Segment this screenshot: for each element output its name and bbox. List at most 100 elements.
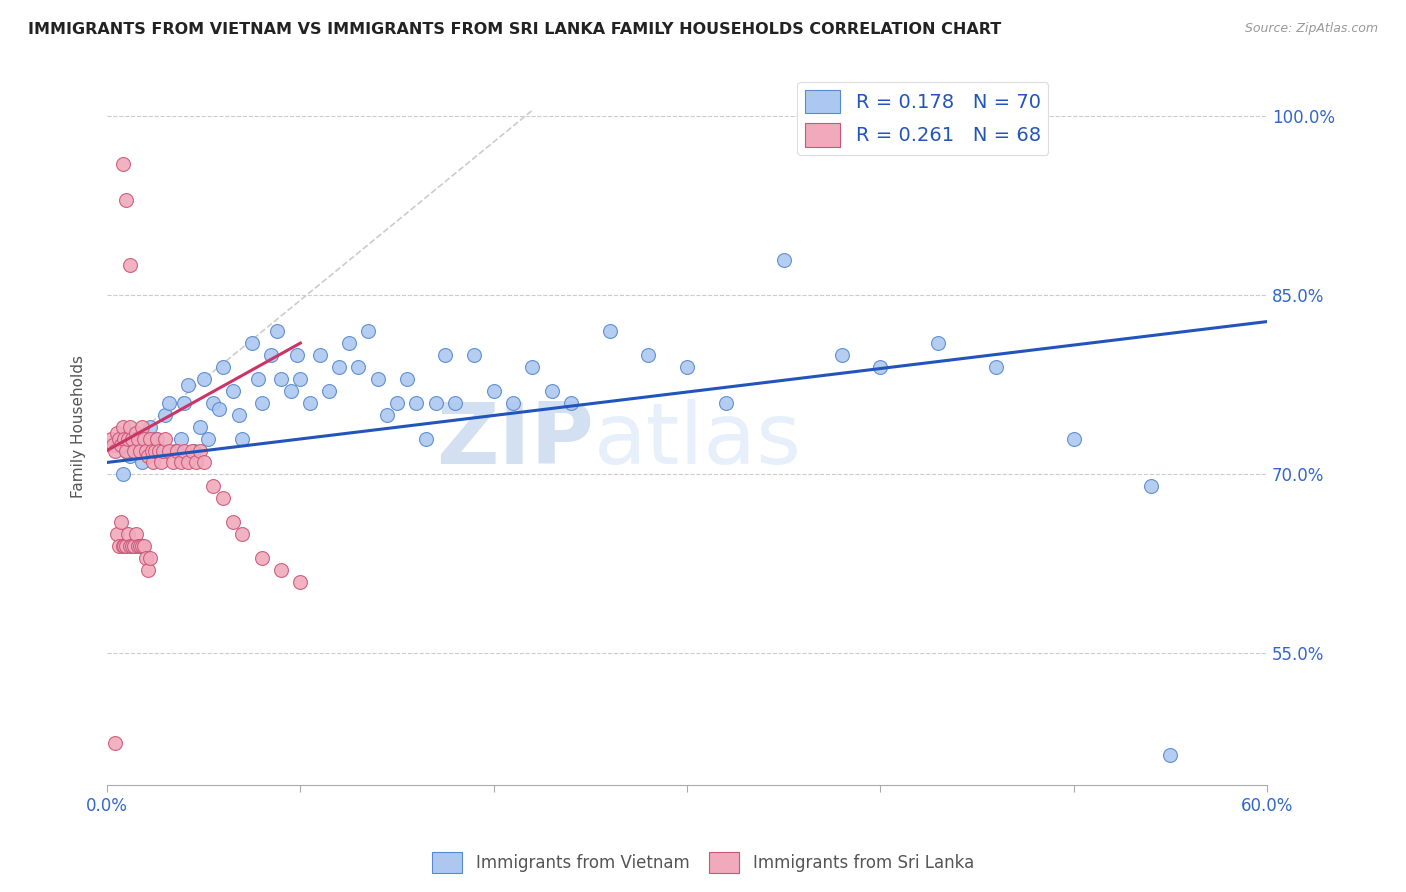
- Text: IMMIGRANTS FROM VIETNAM VS IMMIGRANTS FROM SRI LANKA FAMILY HOUSEHOLDS CORRELATI: IMMIGRANTS FROM VIETNAM VS IMMIGRANTS FR…: [28, 22, 1001, 37]
- Legend: R = 0.178   N = 70, R = 0.261   N = 68: R = 0.178 N = 70, R = 0.261 N = 68: [797, 82, 1049, 154]
- Point: [290, 574, 312, 589]
- Point: [285, 348, 308, 362]
- Point: [222, 384, 245, 398]
- Point: [184, 455, 207, 469]
- Point: [299, 396, 322, 410]
- Point: [266, 324, 288, 338]
- Point: [135, 437, 157, 451]
- Point: [121, 432, 143, 446]
- Point: [318, 384, 340, 398]
- Point: [560, 396, 582, 410]
- Point: [150, 455, 173, 469]
- Point: [166, 443, 188, 458]
- Point: [240, 336, 263, 351]
- Point: [115, 193, 138, 207]
- Point: [153, 408, 176, 422]
- Point: [193, 372, 215, 386]
- Point: [117, 432, 139, 446]
- Point: [100, 432, 122, 446]
- Point: [148, 443, 170, 458]
- Point: [181, 443, 204, 458]
- Point: [425, 396, 447, 410]
- Point: [127, 432, 149, 446]
- Point: [385, 396, 408, 410]
- Point: [280, 384, 302, 398]
- Point: [157, 396, 180, 410]
- Point: [869, 359, 891, 374]
- Point: [104, 736, 127, 750]
- Point: [146, 432, 169, 446]
- Point: [153, 432, 176, 446]
- Point: [131, 419, 153, 434]
- Point: [202, 479, 225, 493]
- Point: [337, 336, 360, 351]
- Point: [1140, 479, 1163, 493]
- Point: [228, 408, 250, 422]
- Point: [202, 396, 225, 410]
- Point: [110, 437, 132, 451]
- Point: [177, 455, 200, 469]
- Point: [637, 348, 659, 362]
- Point: [1159, 747, 1181, 762]
- Point: [120, 259, 142, 273]
- Point: [163, 443, 186, 458]
- Point: [395, 372, 418, 386]
- Point: [246, 372, 269, 386]
- Point: [405, 396, 427, 410]
- Point: [308, 348, 330, 362]
- Point: [169, 455, 191, 469]
- Point: [714, 396, 737, 410]
- Point: [115, 539, 138, 553]
- Legend: Immigrants from Vietnam, Immigrants from Sri Lanka: Immigrants from Vietnam, Immigrants from…: [426, 846, 980, 880]
- Point: [415, 432, 437, 446]
- Point: [522, 359, 544, 374]
- Point: [136, 563, 159, 577]
- Point: [1063, 432, 1085, 446]
- Point: [599, 324, 621, 338]
- Point: [129, 443, 152, 458]
- Point: [138, 419, 160, 434]
- Point: [250, 396, 273, 410]
- Point: [162, 455, 184, 469]
- Text: ZIP: ZIP: [436, 400, 595, 483]
- Point: [107, 539, 129, 553]
- Point: [101, 437, 124, 451]
- Point: [328, 359, 350, 374]
- Point: [111, 157, 134, 171]
- Point: [831, 348, 853, 362]
- Point: [131, 539, 153, 553]
- Point: [482, 384, 505, 398]
- Point: [115, 443, 138, 458]
- Point: [157, 443, 180, 458]
- Point: [105, 425, 128, 440]
- Point: [212, 359, 235, 374]
- Point: [105, 437, 128, 451]
- Point: [676, 359, 699, 374]
- Point: [290, 372, 312, 386]
- Point: [121, 539, 143, 553]
- Point: [434, 348, 457, 362]
- Point: [193, 455, 215, 469]
- Point: [197, 432, 219, 446]
- Point: [111, 419, 134, 434]
- Point: [125, 432, 148, 446]
- Point: [927, 336, 949, 351]
- Point: [132, 539, 155, 553]
- Text: Source: ZipAtlas.com: Source: ZipAtlas.com: [1244, 22, 1378, 36]
- Point: [114, 539, 136, 553]
- Point: [145, 432, 167, 446]
- Point: [367, 372, 389, 386]
- Point: [142, 455, 165, 469]
- Point: [125, 425, 148, 440]
- Point: [117, 527, 139, 541]
- Point: [173, 396, 195, 410]
- Point: [250, 551, 273, 566]
- Point: [152, 443, 174, 458]
- Point: [377, 408, 399, 422]
- Point: [540, 384, 562, 398]
- Point: [357, 324, 380, 338]
- Point: [135, 443, 157, 458]
- Point: [107, 432, 129, 446]
- Point: [463, 348, 485, 362]
- Point: [231, 527, 253, 541]
